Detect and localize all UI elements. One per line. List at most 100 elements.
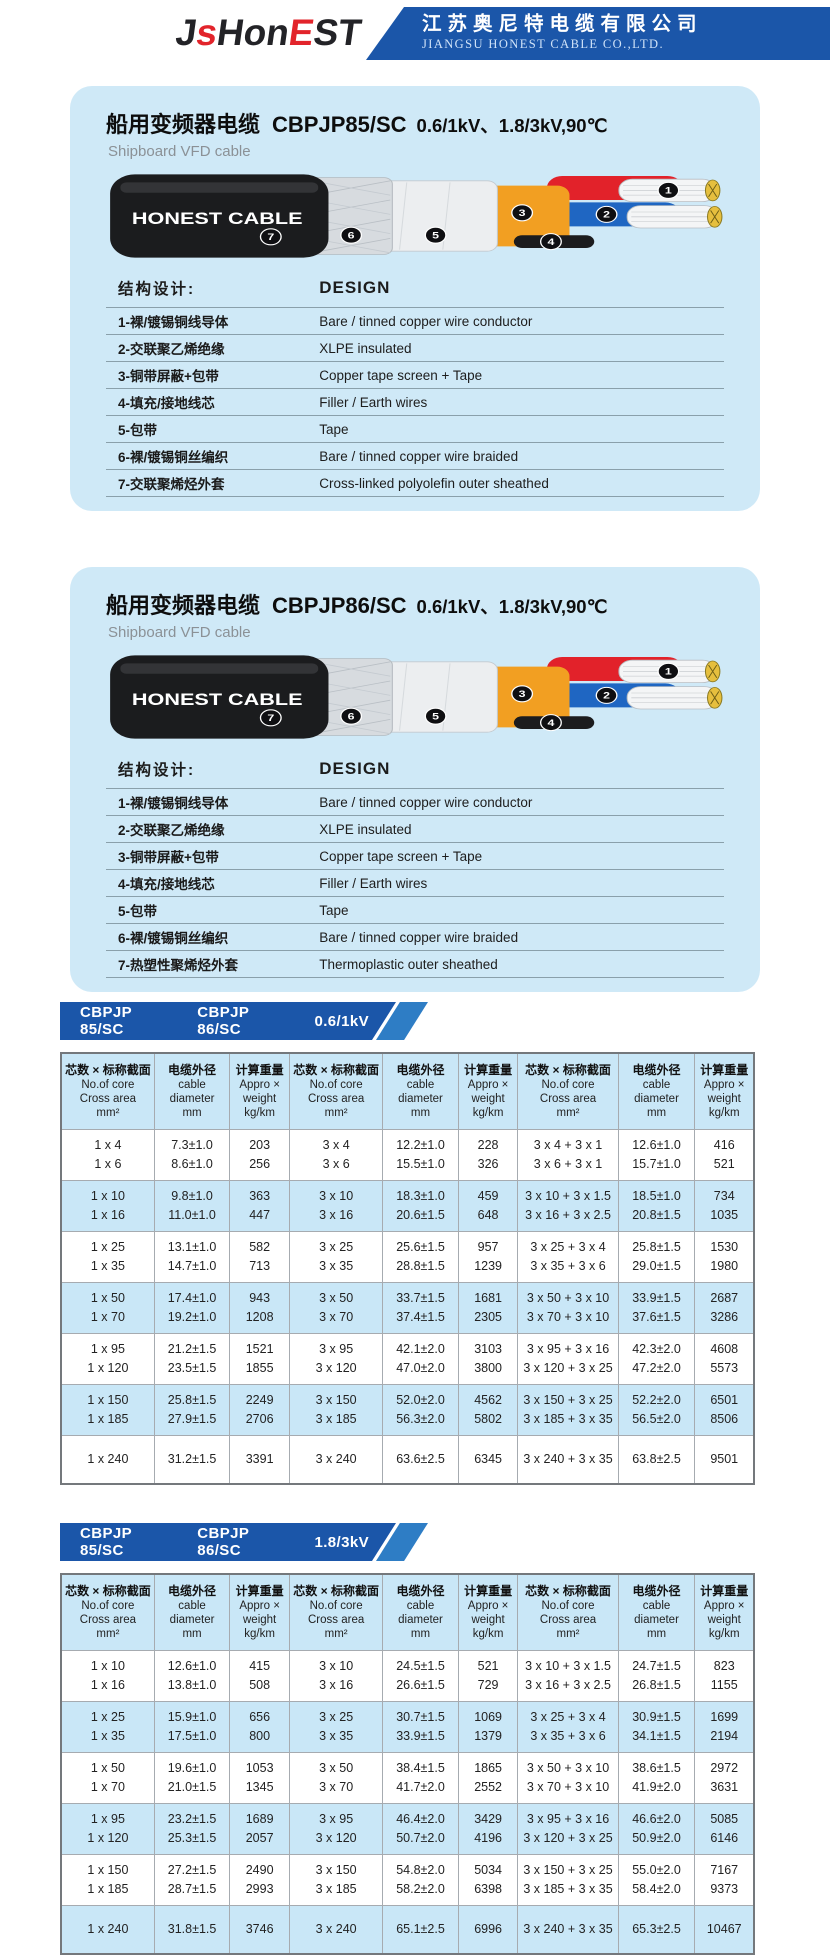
svg-text:7: 7 — [267, 713, 274, 723]
design-row: 7-热塑性聚烯烃外套 Thermoplastic outer sheathed — [106, 951, 724, 978]
spec-cell: 3 x 150 3 x 185 — [288, 1384, 384, 1436]
spec-cell: 943 1208 — [229, 1282, 290, 1334]
design-item-cn: 7-热塑性聚烯烃外套 — [118, 958, 239, 973]
spec-cell: 46.6±2.0 50.9±2.0 — [617, 1803, 696, 1855]
design-header-en: DESIGN — [319, 759, 391, 778]
design-row: 3-铜带屏蔽+包带 Copper tape screen + Tape — [106, 362, 724, 389]
outer-sheath: HONEST CABLE — [110, 655, 329, 739]
design-row: 3-铜带屏蔽+包带 Copper tape screen + Tape — [106, 843, 724, 870]
section-band-label: CBPJP 85/SC CBPJP 86/SC 1.8/3kV — [60, 1523, 396, 1561]
design-item-en: Filler / Earth wires — [319, 394, 428, 410]
svg-text:1: 1 — [665, 667, 672, 677]
spec-cell: 1689 2057 — [229, 1803, 290, 1855]
product-voltage-spec: 0.6/1kV、1.8/3kV,90℃ — [416, 596, 608, 617]
column-header: 电缆外径 cable diameter mm — [153, 1052, 231, 1130]
design-item-cn: 6-裸/镀锡铜丝编织 — [118, 450, 229, 465]
spec-cell: 1 x 50 1 x 70 — [60, 1752, 155, 1804]
product-title-cn: 船用变频器电缆 — [106, 112, 261, 137]
column-header: 电缆外径 cable diameter mm — [617, 1052, 696, 1130]
spec-cell: 1 x 10 1 x 16 — [60, 1180, 155, 1232]
column-header: 芯数 × 标称截面 No.of core Cross area mm² — [288, 1573, 384, 1651]
spec-cell: 3 x 150 3 x 185 — [288, 1854, 384, 1906]
spec-cell: 6345 — [457, 1435, 519, 1485]
top-bar: JsHonEST 江苏奥尼特电缆有限公司 JIANGSU HONEST CABL… — [0, 0, 830, 66]
spec-cell: 19.6±1.0 21.0±1.5 — [153, 1752, 231, 1804]
spec-cell: 3 x 50 + 3 x 10 3 x 70 + 3 x 10 — [517, 1282, 619, 1334]
svg-text:1: 1 — [665, 186, 672, 196]
product-card-cbpjp86: 船用变频器电缆 CBPJP86/SC 0.6/1kV、1.8/3kV,90℃ Shi… — [70, 567, 760, 992]
spec-cell: 31.2±1.5 — [153, 1435, 231, 1485]
spec-cell: 1 x 95 1 x 120 — [60, 1333, 155, 1385]
design-item-en: Copper tape screen + Tape — [319, 848, 483, 864]
spec-cell: 1 x 10 1 x 16 — [60, 1650, 155, 1702]
design-item-en: Filler / Earth wires — [319, 875, 428, 891]
spec-row-group: 1 x 240 31.2±1.5 3391 3 x 240 63.6±2.5 6345 3 … — [60, 1435, 755, 1485]
design-item-cn: 7-交联聚烯烃外套 — [118, 477, 225, 492]
column-header: 计算重量 Appro × weight kg/km — [694, 1052, 755, 1130]
bare-conductor-strands — [618, 659, 723, 710]
spec-cell: 18.5±1.0 20.8±1.5 — [617, 1180, 696, 1232]
spec-cell: 3 x 25 3 x 35 — [288, 1701, 384, 1753]
band-voltage: 0.6/1kV — [314, 1012, 369, 1030]
spec-cell: 25.8±1.5 29.0±1.5 — [617, 1231, 696, 1283]
spec-cell: 3103 3800 — [457, 1333, 519, 1385]
spec-cell: 3 x 150 + 3 x 25 3 x 185 + 3 x 35 — [517, 1854, 619, 1906]
spec-cell: 3 x 95 + 3 x 16 3 x 120 + 3 x 25 — [517, 1803, 619, 1855]
company-logo: JsHonEST — [173, 12, 364, 54]
spec-cell: 3 x 150 + 3 x 25 3 x 185 + 3 x 35 — [517, 1384, 619, 1436]
layer-number-labels: 7 6 5 4 3 2 1 — [267, 186, 671, 248]
spec-cell: 823 1155 — [694, 1650, 755, 1702]
spec-cell: 42.3±2.0 47.2±2.0 — [617, 1333, 696, 1385]
table-header-row: 芯数 × 标称截面 No.of core Cross area mm² 电缆外径 cabl… — [60, 1573, 755, 1651]
design-item-en: XLPE insulated — [319, 821, 412, 837]
spec-cell: 7167 9373 — [694, 1854, 755, 1906]
spec-cell: 3 x 10 + 3 x 1.5 3 x 16 + 3 x 2.5 — [517, 1180, 619, 1232]
spec-cell: 33.9±1.5 37.6±1.5 — [617, 1282, 696, 1334]
spec-cell: 1 x 95 1 x 120 — [60, 1803, 155, 1855]
spec-cell: 30.9±1.5 34.1±1.5 — [617, 1701, 696, 1753]
spec-cell: 30.7±1.5 33.9±1.5 — [382, 1701, 459, 1753]
spec-row-group: 1 x 95 1 x 120 21.2±1.5 23.5±1.5 1521 1855 3 x… — [60, 1333, 755, 1385]
spec-cell: 6996 — [457, 1905, 519, 1955]
spec-cell: 3 x 10 + 3 x 1.5 3 x 16 + 3 x 2.5 — [517, 1650, 619, 1702]
spec-cell: 1 x 240 — [60, 1435, 155, 1485]
column-header: 电缆外径 cable diameter mm — [153, 1573, 231, 1651]
spec-row-group: 1 x 150 1 x 185 25.8±1.5 27.9±1.5 2249 2706 3 … — [60, 1384, 755, 1436]
design-row: 1-裸/镀锡铜线导体 Bare / tinned copper wire cond… — [106, 789, 724, 816]
spec-cell: 1530 1980 — [694, 1231, 755, 1283]
svg-text:5: 5 — [432, 231, 439, 241]
spec-cell: 52.2±2.0 56.5±2.0 — [617, 1384, 696, 1436]
column-header: 计算重量 Appro × weight kg/km — [457, 1052, 519, 1130]
band-voltage: 1.8/3kV — [314, 1533, 369, 1551]
design-item-en: Bare / tinned copper wire braided — [319, 448, 519, 464]
design-item-en: XLPE insulated — [319, 340, 412, 356]
spec-cell: 415 508 — [229, 1650, 290, 1702]
spec-row-group: 1 x 150 1 x 185 27.2±1.5 28.7±1.5 2490 2993 3 … — [60, 1854, 755, 1906]
design-item-cn: 4-填充/接地线芯 — [118, 877, 215, 892]
spec-cell: 7.3±1.0 8.6±1.0 — [153, 1129, 231, 1181]
spec-table-18-3kv: 芯数 × 标称截面 No.of core Cross area mm² 电缆外径 cabl… — [60, 1573, 755, 1955]
spec-cell: 12.6±1.0 13.8±1.0 — [153, 1650, 231, 1702]
band-model-1: CBPJP 85/SC — [80, 1004, 132, 1038]
spec-cell: 416 521 — [694, 1129, 755, 1181]
table-header-row: 芯数 × 标称截面 No.of core Cross area mm² 电缆外径 cabl… — [60, 1052, 755, 1130]
spec-cell: 1521 1855 — [229, 1333, 290, 1385]
cable-brand-text: HONEST CABLE — [132, 209, 303, 228]
spec-cell: 65.3±2.5 — [617, 1905, 696, 1955]
spec-cell: 25.8±1.5 27.9±1.5 — [153, 1384, 231, 1436]
spec-cell: 23.2±1.5 25.3±1.5 — [153, 1803, 231, 1855]
spec-cell: 582 713 — [229, 1231, 290, 1283]
svg-text:4: 4 — [548, 237, 556, 247]
product-subtitle: Shipboard VFD cable — [108, 143, 251, 160]
svg-text:6: 6 — [348, 231, 355, 241]
column-header: 电缆外径 cable diameter mm — [382, 1052, 459, 1130]
column-header: 芯数 × 标称截面 No.of core Cross area mm² — [517, 1052, 619, 1130]
design-item-cn: 2-交联聚乙烯绝缘 — [118, 823, 225, 838]
product-subtitle: Shipboard VFD cable — [108, 624, 251, 641]
svg-text:3: 3 — [519, 689, 526, 699]
column-header: 计算重量 Appro × weight kg/km — [694, 1573, 755, 1651]
column-header: 芯数 × 标称截面 No.of core Cross area mm² — [517, 1573, 619, 1651]
